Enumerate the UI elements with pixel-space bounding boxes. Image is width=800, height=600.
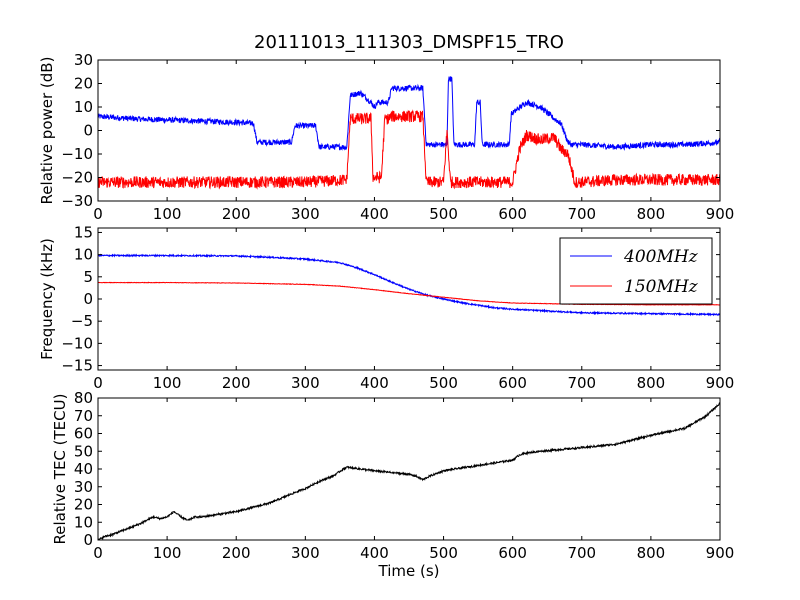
legend: 400MHz 150MHz [559,237,713,305]
x-tick-label-frequency: 300 [291,374,320,392]
x-tick-label-tec: 500 [429,544,458,562]
series-group-frequency [98,253,720,317]
y-tick-label-tec: 30 [74,478,93,496]
panel-frequency: 0 100 200 300 400 500 600 700 800 900 −15 −10 −5 0 5 10… [38,223,734,392]
y-tick-label-power: 0 [83,122,93,140]
y-tick-label-tec: 20 [74,496,93,514]
x-tick-label-power: 600 [498,205,527,223]
plots-container: 0 100 200 300 400 500 600 700 800 900−30−20−10010… [38,51,734,562]
y-tick-label-power: 30 [74,51,93,69]
y-tick-label-tec: 70 [74,407,93,425]
x-tick-label-tec: 700 [567,544,596,562]
x-tick-label-tec: 900 [706,544,735,562]
y-tick-label-tec: 10 [74,513,93,531]
x-tick-label-tec: 800 [637,544,666,562]
series-line-power-0 [98,76,720,151]
y-axis-label-power: Relative power (dB) [38,57,56,205]
x-tick-label-tec: 300 [291,544,320,562]
x-tick-label-power: 800 [637,205,666,223]
x-axis-label: Time (s) [378,562,440,580]
x-tick-label-power: 500 [429,205,458,223]
x-tick-label-power: 0 [93,205,103,223]
y-tick-label-power: 10 [74,98,93,116]
x-tick-label-frequency: 0 [93,374,103,392]
series-group-tec [98,402,720,540]
y-tick-label-power: −10 [61,145,93,163]
y-tick-label-frequency: −10 [61,334,93,352]
y-tick-label-frequency: −5 [71,312,93,330]
y-tick-label-tec: 60 [74,425,93,443]
y-tick-label-power: −30 [61,192,93,210]
y-tick-label-frequency: −15 [61,357,93,375]
series-line-frequency-0 [98,253,720,317]
x-tick-label-power: 100 [153,205,182,223]
y-tick-label-power: 20 [74,75,93,93]
y-tick-label-tec: 80 [74,389,93,407]
legend-label: 150MHz [624,277,699,297]
series-line-power-1 [98,109,720,190]
x-tick-label-frequency: 800 [637,374,666,392]
x-tick-label-frequency: 600 [498,374,527,392]
x-tick-label-frequency: 400 [360,374,389,392]
x-tick-label-tec: 0 [93,544,103,562]
y-tick-label-tec: 0 [83,531,93,549]
x-tick-label-frequency: 700 [567,374,596,392]
y-axis-label-frequency: Frequency (kHz) [38,238,56,360]
legend-box [559,237,713,305]
x-tick-label-power: 400 [360,205,389,223]
x-tick-label-frequency: 500 [429,374,458,392]
x-tick-label-power: 900 [706,205,735,223]
x-tick-label-power: 300 [291,205,320,223]
y-tick-label-power: −20 [61,169,93,187]
y-tick-label-frequency: 10 [74,246,93,264]
y-tick-label-frequency: 0 [83,290,93,308]
x-tick-label-power: 200 [222,205,251,223]
x-tick-label-frequency: 900 [706,374,735,392]
panel-tec: 0 100 200 300 400 500 600 700 800 900 010203040506… [51,389,734,562]
y-tick-label-tec: 40 [74,460,93,478]
series-line-tec-0 [98,402,720,540]
x-tick-label-frequency: 100 [153,374,182,392]
panel-power: 0 100 200 300 400 500 600 700 800 900 −30 −20 −10 0 10… [38,51,734,223]
y-tick-label-frequency: 15 [74,223,93,241]
x-tick-label-tec: 200 [222,544,251,562]
figure-title: 20111013_111303_DMSPF15_TRO [254,32,564,53]
series-group-power [98,76,720,190]
x-tick-label-power: 700 [567,205,596,223]
y-axis-label-tec: Relative TEC (TECU) [51,394,69,545]
y-tick-label-frequency: 5 [83,268,93,286]
x-tick-label-tec: 600 [498,544,527,562]
x-tick-label-tec: 400 [360,544,389,562]
series-line-frequency-1 [98,281,720,306]
y-tick-label-tec: 50 [74,442,93,460]
x-tick-label-frequency: 200 [222,374,251,392]
legend-label: 400MHz [623,247,699,267]
x-tick-label-tec: 100 [153,544,182,562]
